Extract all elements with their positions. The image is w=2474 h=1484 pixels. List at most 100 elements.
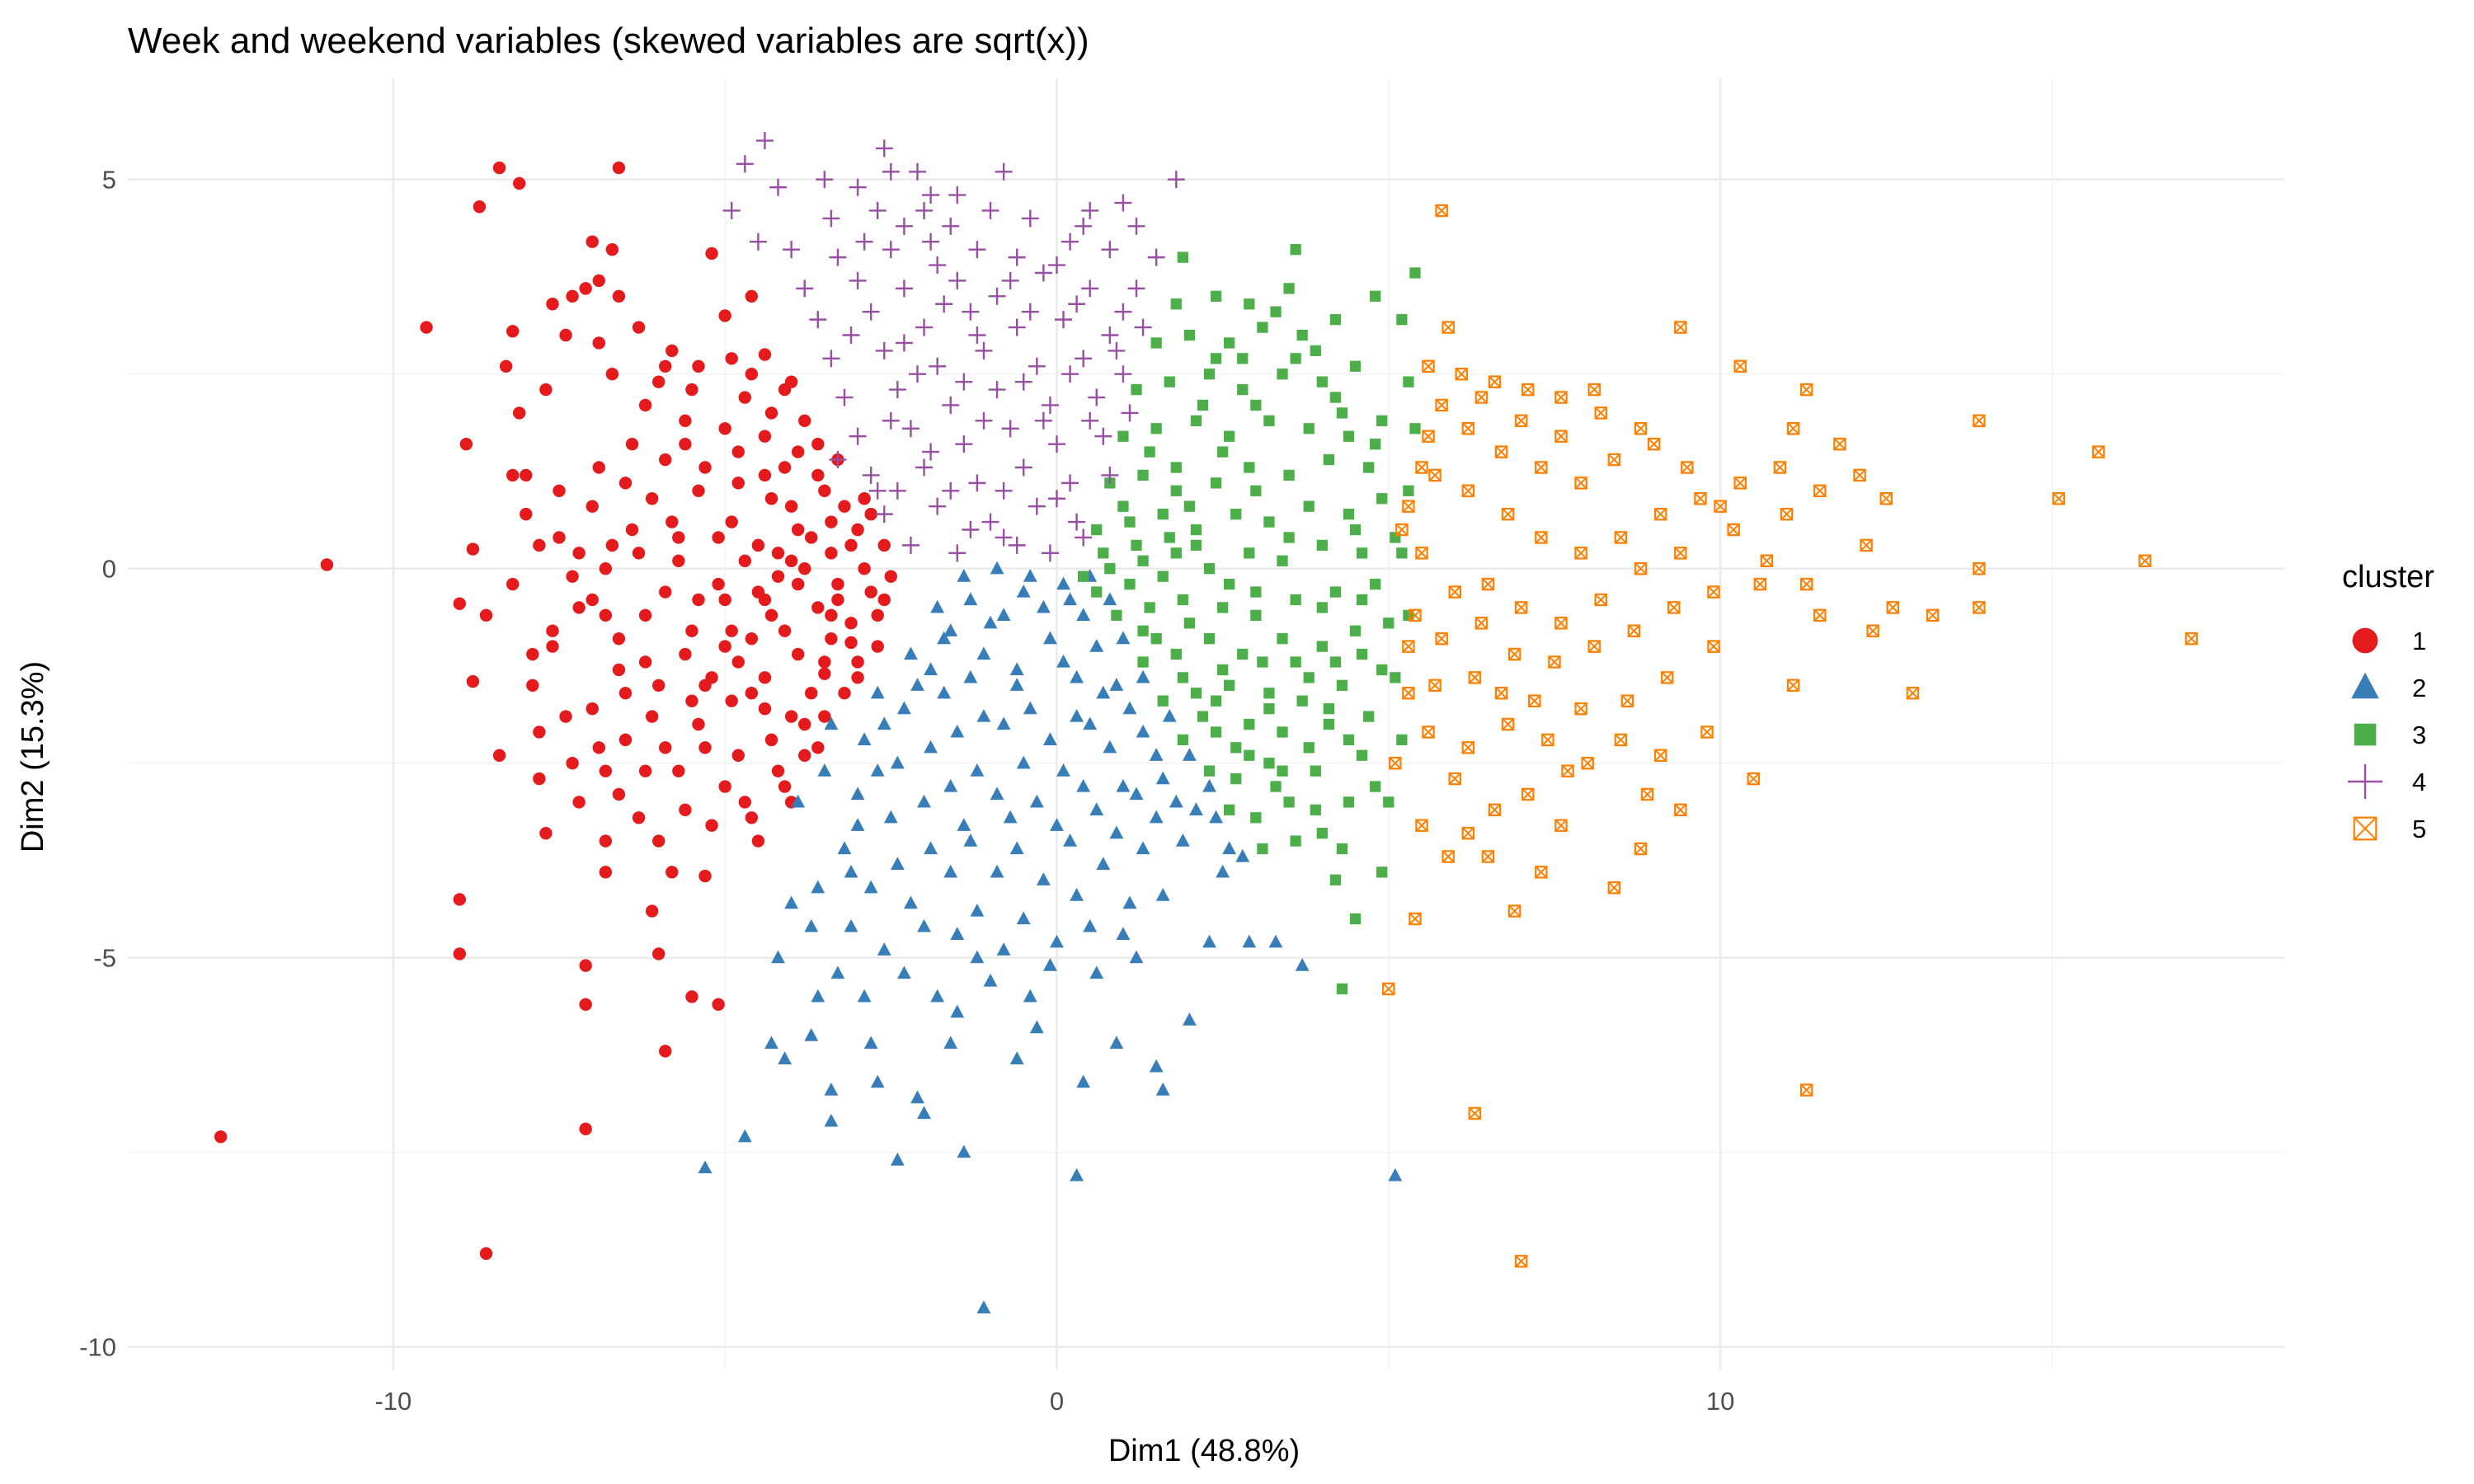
- data-point-cluster-1: [559, 328, 572, 342]
- data-point-cluster-5: [1402, 640, 1415, 653]
- data-point-cluster-5: [1773, 461, 1787, 474]
- data-point-cluster-2: [1242, 934, 1257, 948]
- data-point-cluster-3: [1376, 493, 1388, 505]
- data-point-cluster-3: [1157, 508, 1169, 520]
- data-point-cluster-2: [1029, 794, 1044, 808]
- data-point-cluster-3: [1349, 524, 1362, 536]
- data-point-cluster-5: [1475, 391, 1489, 404]
- data-point-cluster-3: [1244, 462, 1255, 473]
- data-point-cluster-3: [1383, 796, 1395, 808]
- data-point-cluster-2: [890, 857, 905, 871]
- data-point-cluster-3: [1290, 835, 1301, 847]
- data-point-cluster-2: [870, 763, 885, 777]
- data-point-cluster-2: [811, 989, 825, 1003]
- data-point-cluster-3: [1183, 329, 1196, 341]
- data-point-cluster-3: [1144, 446, 1155, 458]
- data-point-cluster-2: [897, 701, 911, 715]
- data-point-cluster-4: [1068, 295, 1086, 313]
- data-point-cluster-3: [1370, 781, 1381, 792]
- data-point-cluster-1: [566, 289, 579, 303]
- data-point-cluster-5: [1634, 842, 1648, 856]
- data-point-cluster-2: [1016, 584, 1031, 598]
- data-point-cluster-5: [1488, 375, 1502, 388]
- data-point-cluster-2: [1388, 1167, 1403, 1181]
- data-point-cluster-1: [499, 359, 513, 373]
- data-point-cluster-3: [1263, 702, 1275, 715]
- y-tick-label: 5: [102, 166, 116, 195]
- data-point-cluster-1: [586, 702, 599, 716]
- data-point-cluster-3: [1137, 469, 1149, 481]
- data-point-cluster-3: [1296, 695, 1308, 707]
- data-point-cluster-4: [829, 248, 847, 266]
- data-point-cluster-1: [679, 414, 692, 428]
- data-point-cluster-1: [586, 500, 599, 513]
- data-point-cluster-1: [825, 547, 838, 560]
- data-point-cluster-1: [546, 624, 559, 637]
- data-point-cluster-1: [605, 368, 619, 381]
- data-point-cluster-4: [968, 241, 986, 259]
- data-point-cluster-5: [1634, 422, 1648, 435]
- data-point-cluster-1: [453, 893, 467, 906]
- data-point-cluster-5: [1448, 772, 1461, 786]
- data-point-cluster-1: [659, 741, 672, 754]
- data-point-cluster-4: [1127, 217, 1145, 235]
- data-point-cluster-2: [943, 864, 958, 878]
- data-point-cluster-3: [1150, 337, 1162, 349]
- data-point-cluster-4: [955, 373, 973, 391]
- data-point-cluster-1: [692, 484, 705, 498]
- data-point-cluster-1: [533, 772, 546, 786]
- data-point-cluster-1: [599, 834, 613, 848]
- data-point-cluster-1: [520, 468, 533, 482]
- data-point-cluster-3: [1203, 563, 1216, 575]
- data-point-cluster-2: [910, 678, 924, 691]
- data-point-cluster-3: [1343, 430, 1355, 442]
- data-point-cluster-5: [1799, 383, 1813, 397]
- data-point-cluster-2: [1063, 833, 1077, 847]
- data-point-cluster-5: [1780, 507, 1794, 521]
- data-point-cluster-4: [908, 162, 926, 181]
- data-point-cluster-2: [1016, 911, 1031, 925]
- data-point-cluster-4: [755, 132, 774, 150]
- data-point-cluster-5: [1481, 850, 1495, 863]
- data-point-cluster-5: [1594, 593, 1607, 607]
- data-point-cluster-5: [1521, 787, 1535, 801]
- data-point-cluster-1: [712, 998, 725, 1012]
- data-point-cluster-4: [895, 217, 913, 235]
- data-point-cluster-3: [1356, 648, 1368, 660]
- data-point-cluster-1: [864, 585, 877, 599]
- data-point-cluster-5: [1620, 694, 1634, 707]
- data-point-cluster-2: [1129, 787, 1144, 801]
- data-point-cluster-1: [811, 741, 825, 754]
- data-point-cluster-2: [957, 1144, 971, 1158]
- data-point-cluster-1: [526, 679, 539, 693]
- data-point-cluster-2: [1122, 701, 1137, 715]
- data-point-cluster-4: [1114, 365, 1132, 383]
- data-point-cluster-1: [666, 344, 679, 358]
- data-point-cluster-1: [698, 461, 712, 474]
- legend-title: cluster: [2342, 560, 2434, 594]
- data-point-cluster-4: [955, 435, 973, 453]
- data-point-cluster-5: [1435, 632, 1448, 646]
- data-point-cluster-2: [1076, 1074, 1091, 1088]
- data-point-cluster-1: [651, 834, 666, 848]
- data-point-cluster-3: [1409, 423, 1421, 434]
- data-point-cluster-3: [1137, 625, 1149, 636]
- data-point-cluster-1: [599, 866, 613, 879]
- data-point-cluster-2: [963, 592, 978, 606]
- data-point-cluster-1: [764, 733, 778, 747]
- data-point-cluster-3: [1131, 383, 1142, 396]
- data-point-cluster-1: [811, 601, 825, 614]
- data-point-cluster-3: [1077, 571, 1089, 582]
- data-point-cluster-1: [638, 655, 652, 669]
- data-point-cluster-2: [850, 787, 865, 801]
- data-point-cluster-5: [1541, 733, 1554, 747]
- tick-labels: -10 0 10 5 0 -5 -10: [79, 166, 1734, 1416]
- data-point-cluster-2: [824, 1082, 839, 1096]
- data-point-cluster-2: [943, 623, 958, 636]
- data-point-cluster-5: [1760, 554, 1774, 568]
- data-point-cluster-3: [1157, 695, 1169, 707]
- data-point-cluster-1: [877, 593, 891, 607]
- data-point-cluster-5: [1455, 367, 1469, 381]
- data-point-cluster-3: [1270, 781, 1282, 792]
- data-point-cluster-5: [1973, 561, 1986, 575]
